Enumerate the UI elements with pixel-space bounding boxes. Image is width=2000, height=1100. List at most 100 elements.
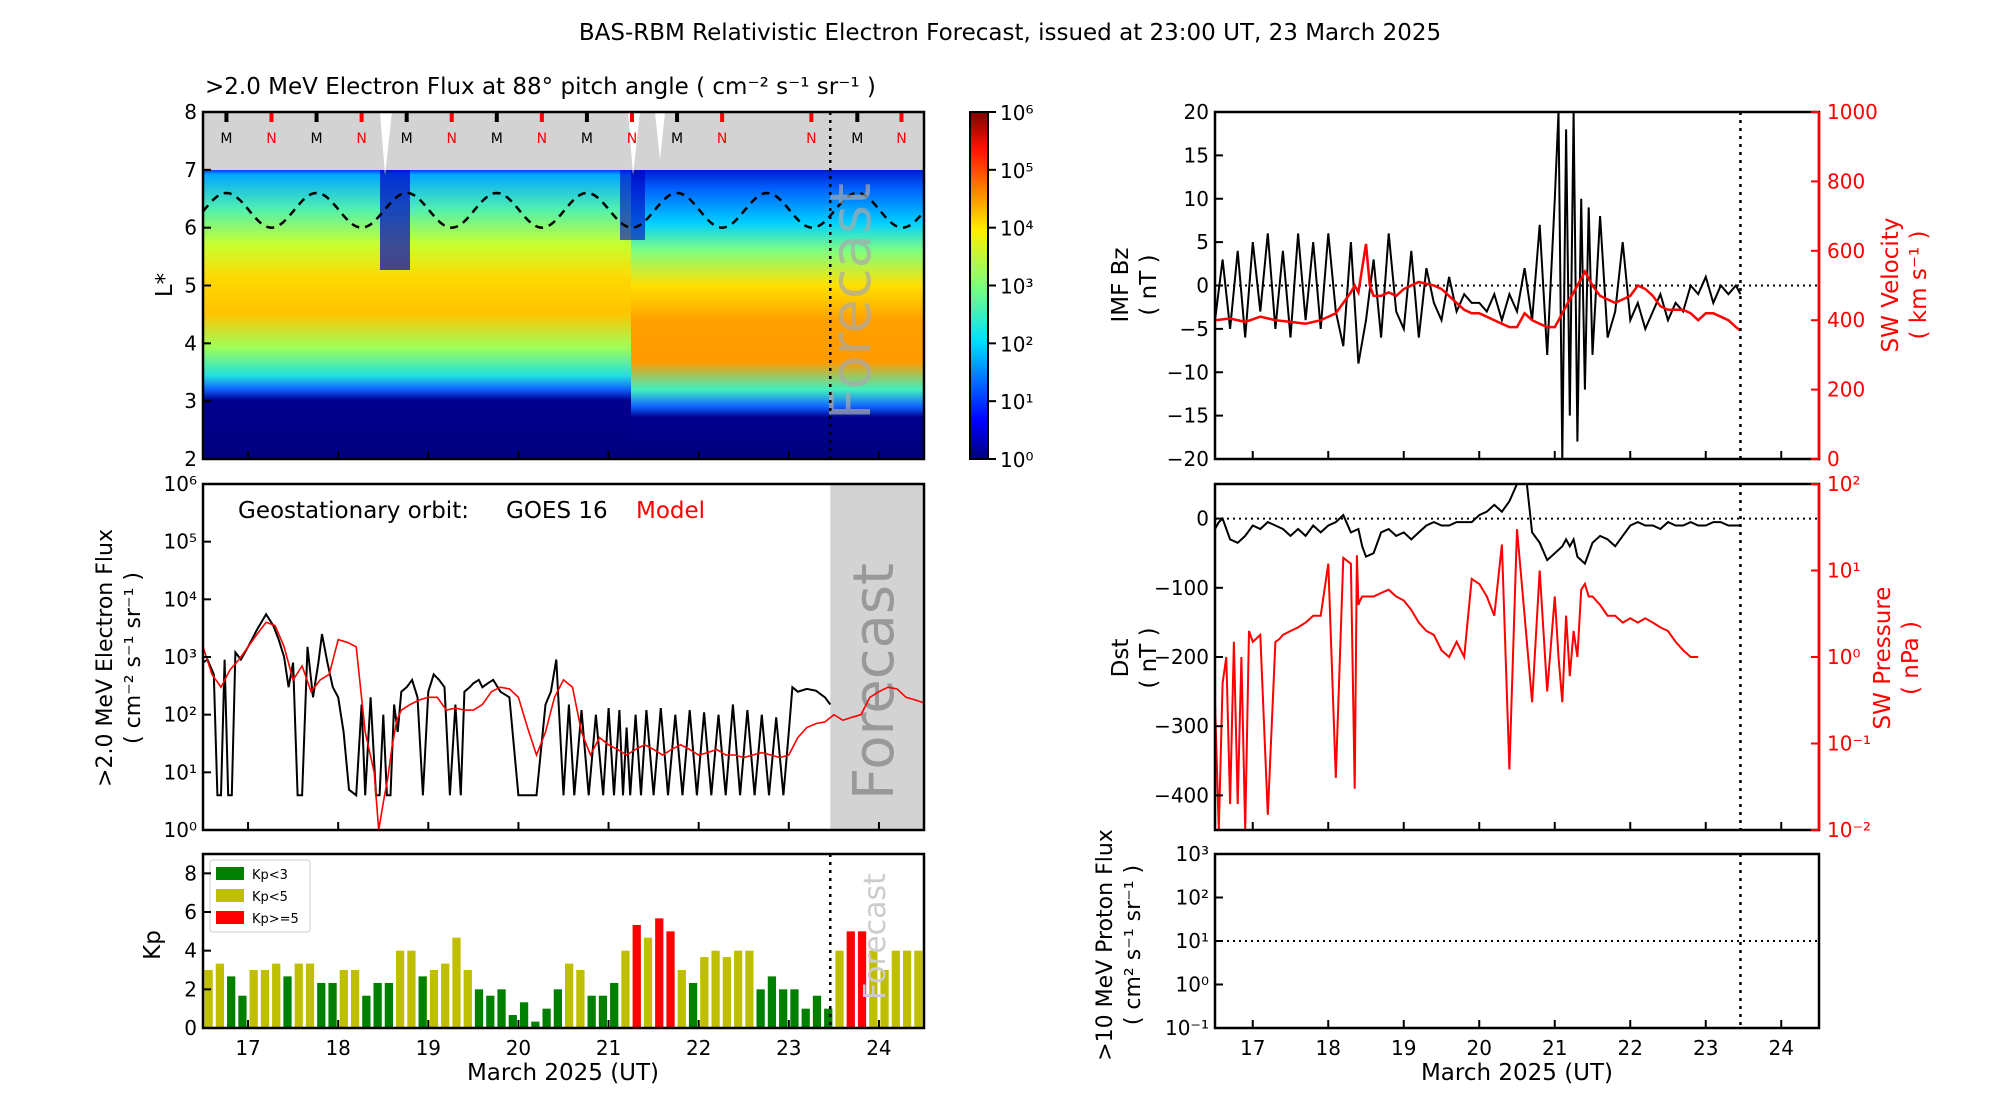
kp-bar	[655, 918, 664, 1028]
kp-bar	[914, 950, 923, 1028]
kp-bar	[891, 950, 900, 1028]
x-tick-label: 18	[325, 1036, 350, 1060]
x-tick-label: 22	[686, 1036, 711, 1060]
kp-bar	[384, 982, 394, 1028]
kp-bar	[497, 989, 506, 1028]
kp-bar	[756, 989, 765, 1028]
goes-y-tick-label: 10⁰	[164, 818, 197, 842]
dst-ylabel: Dst	[1108, 639, 1134, 678]
marker-tick-N	[629, 112, 634, 122]
legend-swatch	[216, 889, 244, 902]
marker-tick-N	[539, 112, 544, 122]
proton-ylabel-units: ( cm² s⁻¹ sr⁻¹ )	[1121, 865, 1146, 1025]
dst-y-tick-label: −200	[1154, 645, 1209, 669]
kp-bar	[745, 950, 754, 1028]
goes-ylabel: >2.0 MeV Electron Flux	[93, 529, 118, 787]
legend-swatch	[216, 867, 244, 880]
right-xlabel: March 2025 (UT)	[1421, 1060, 1613, 1086]
lstar-y-tick-label: 2	[184, 447, 197, 471]
velocity-y-tick-label: 800	[1827, 169, 1865, 193]
kp-bar	[531, 1021, 540, 1028]
kp-legend: Kp<3 Kp<5 Kp>=5	[209, 859, 311, 933]
imf-y-tick-label: 20	[1184, 100, 1209, 124]
velocity-y-tick-label: 600	[1827, 239, 1865, 263]
lstar-panel: >2.0 MeV Electron Flux at 88° pitch angl…	[152, 74, 926, 471]
imf-y-tick-label: 0	[1196, 274, 1209, 298]
marker-tick-M	[584, 112, 589, 122]
pressure-y-tick-label: 10²	[1827, 472, 1860, 496]
proton-panel: 10⁻¹ 10⁰ 10¹ 10² 10³ 17 18 19 20 21 22 23 24 >10 MeV…	[1093, 829, 1821, 1086]
left-xlabel: March 2025 (UT)	[467, 1060, 659, 1086]
dst-y-tick-label: −300	[1154, 714, 1209, 738]
marker-tick-N	[269, 112, 274, 122]
marker-label-N: N	[627, 131, 637, 147]
x-tick-label: 23	[776, 1036, 801, 1060]
kp-bar	[215, 963, 225, 1028]
kp-bar	[508, 1015, 517, 1028]
kp-bar	[598, 995, 608, 1028]
x-tick-label: 22	[1618, 1036, 1643, 1060]
marker-label-M: M	[401, 131, 413, 147]
kp-bar	[474, 989, 484, 1028]
lstar-dropout-2	[620, 170, 645, 240]
kp-y-tick-label: 2	[184, 977, 197, 1001]
kp-bar	[339, 970, 348, 1028]
x-tick-label: 19	[416, 1036, 441, 1060]
kp-bar	[272, 963, 281, 1028]
kp-bar	[486, 995, 495, 1028]
dst-y-tick-label: 0	[1196, 507, 1209, 531]
lstar-y-tick-label: 7	[184, 158, 197, 182]
colorbar-tick-label: 10³	[1000, 275, 1033, 299]
goes-observed-line	[203, 612, 832, 798]
lstar-y-tick-label: 4	[184, 331, 197, 355]
colorbar-tick-label: 10⁶	[1000, 101, 1033, 125]
colorbar: 10⁰ 10¹ 10² 10³ 10⁴ 10⁵ 10⁶	[969, 101, 1033, 472]
marker-tick-N	[809, 112, 814, 122]
kp-bar	[846, 931, 855, 1028]
goes-y-tick-label: 10³	[164, 645, 197, 669]
colorbar-tick-label: 10¹	[1000, 390, 1033, 414]
proton-ylabel: >10 MeV Proton Flux	[1093, 829, 1118, 1061]
marker-label-M: M	[851, 131, 863, 147]
goes-forecast-label: Forecast	[842, 563, 907, 800]
goes-y-tick-label: 10⁵	[164, 530, 197, 554]
kp-bar	[677, 970, 686, 1028]
kp-bar	[283, 976, 292, 1028]
marker-tick-M	[855, 112, 860, 122]
kp-bar	[666, 931, 675, 1028]
goes-annotation-model: Model	[636, 498, 705, 524]
velocity-y-tick-label: 1000	[1827, 100, 1878, 124]
goes-y-tick-label: 10⁶	[164, 472, 197, 496]
dst-line	[1215, 484, 1741, 566]
x-tick-label: 17	[235, 1036, 260, 1060]
colorbar-tick-label: 10⁴	[1000, 217, 1033, 241]
marker-label-M: M	[671, 131, 683, 147]
goes-forecast-shading	[830, 484, 924, 830]
goes-annotation-prefix: Geostationary orbit:	[238, 498, 469, 524]
figure-title: BAS-RBM Relativistic Electron Forecast, …	[579, 20, 1441, 46]
kp-bar	[880, 970, 889, 1028]
goes-y-tick-label: 10¹	[164, 760, 197, 784]
imf-y-tick-label: 10	[1184, 187, 1209, 211]
kp-bar	[688, 982, 698, 1028]
kp-bar	[407, 950, 416, 1028]
kp-bar	[610, 982, 619, 1028]
colorbar-tick-label: 10²	[1000, 332, 1033, 356]
lstar-y-tick-label: 3	[184, 389, 197, 413]
imf-bz-line	[1215, 112, 1742, 459]
kp-bar	[587, 995, 596, 1028]
kp-bar	[824, 1008, 833, 1028]
kp-bar	[733, 950, 743, 1028]
kp-ylabel: Kp	[140, 930, 166, 960]
marker-label-M: M	[220, 131, 232, 147]
kp-bar	[632, 924, 641, 1028]
kp-y-tick-label: 4	[184, 939, 197, 963]
kp-bar	[553, 989, 562, 1028]
kp-bar	[429, 970, 439, 1028]
marker-tick-M	[224, 112, 229, 122]
sw-pressure-line	[1215, 529, 1699, 830]
goes-y-tick-label: 10⁴	[164, 587, 197, 611]
marker-label-N: N	[537, 131, 547, 147]
